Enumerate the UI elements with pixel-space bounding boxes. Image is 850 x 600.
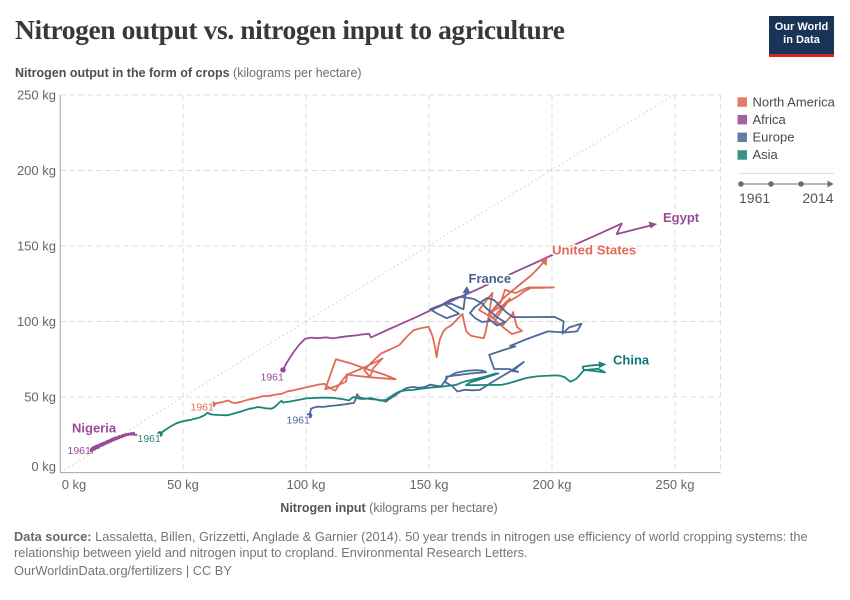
svg-text:United States: United States xyxy=(552,243,636,258)
svg-text:France: France xyxy=(469,271,512,286)
svg-text:150 kg: 150 kg xyxy=(17,239,56,254)
svg-text:50 kg: 50 kg xyxy=(167,477,199,492)
svg-text:1961: 1961 xyxy=(138,433,162,445)
svg-text:100 kg: 100 kg xyxy=(17,314,56,329)
svg-text:250 kg: 250 kg xyxy=(17,88,56,103)
svg-text:1961: 1961 xyxy=(191,402,215,414)
svg-text:Egypt: Egypt xyxy=(663,210,700,225)
svg-text:North America: North America xyxy=(753,94,836,109)
svg-text:200 kg: 200 kg xyxy=(17,163,56,178)
svg-text:Europe: Europe xyxy=(753,130,795,145)
svg-text:100 kg: 100 kg xyxy=(286,477,325,492)
svg-text:1961: 1961 xyxy=(68,445,92,457)
svg-text:Nitrogen input (kilograms per: Nitrogen input (kilograms per hectare) xyxy=(280,501,497,515)
svg-text:200 kg: 200 kg xyxy=(532,477,571,492)
svg-text:China: China xyxy=(613,353,650,368)
svg-text:1961: 1961 xyxy=(261,372,285,384)
svg-text:150 kg: 150 kg xyxy=(409,477,448,492)
svg-text:1961: 1961 xyxy=(739,190,770,206)
svg-text:0 kg: 0 kg xyxy=(62,477,87,492)
svg-text:250 kg: 250 kg xyxy=(655,477,694,492)
svg-text:Nigeria: Nigeria xyxy=(72,420,117,435)
svg-text:1961: 1961 xyxy=(287,415,311,427)
svg-text:Africa: Africa xyxy=(753,112,787,127)
svg-text:Asia: Asia xyxy=(753,147,779,162)
svg-text:2014: 2014 xyxy=(802,190,833,206)
svg-text:50 kg: 50 kg xyxy=(24,390,56,405)
svg-text:0 kg: 0 kg xyxy=(31,459,56,474)
